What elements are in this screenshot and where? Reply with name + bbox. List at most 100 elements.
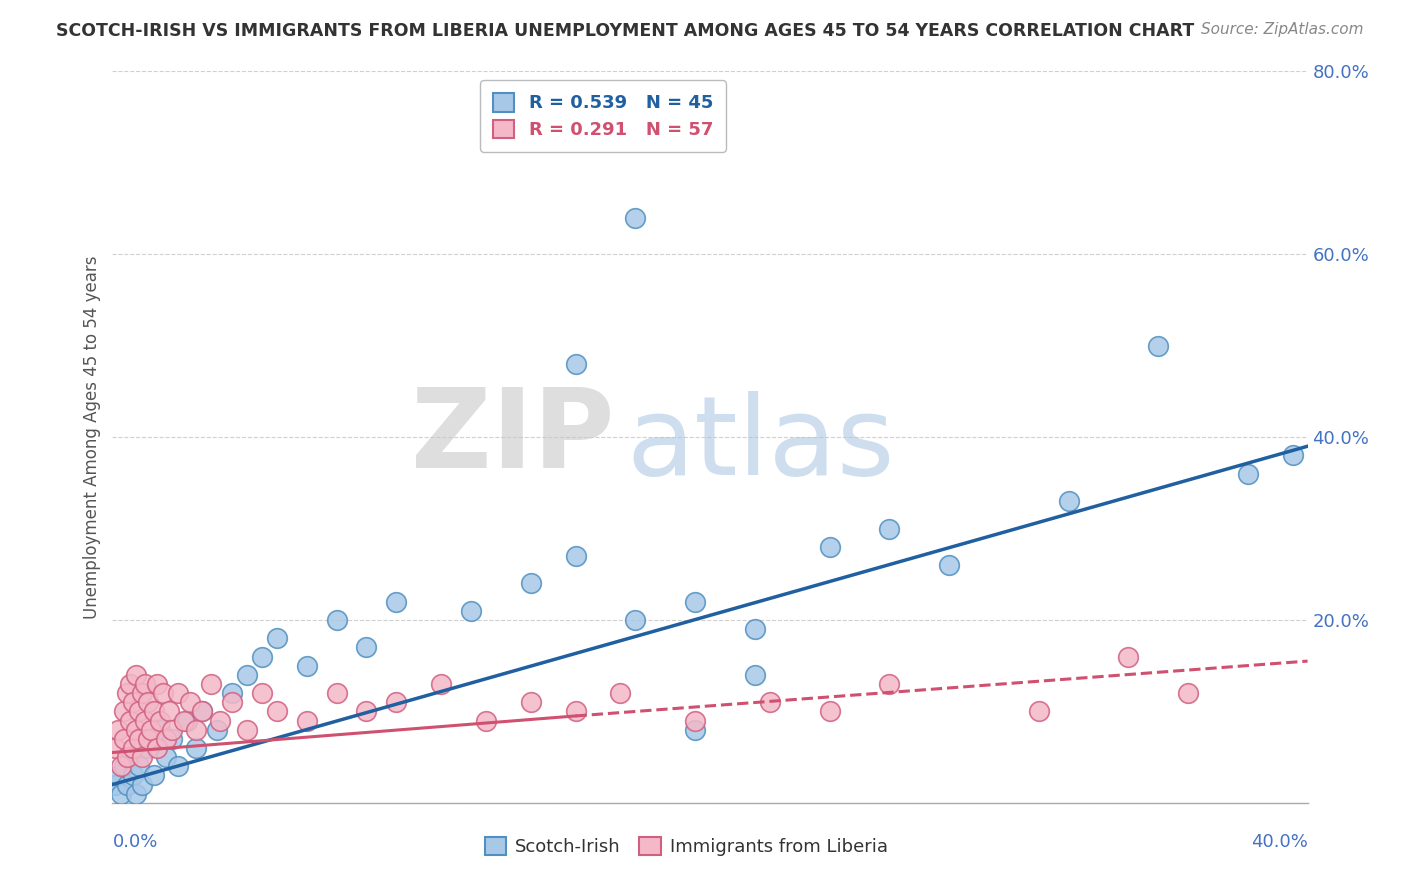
Point [117, 750, 139, 764]
Point [122, 695, 145, 709]
Point [143, 768, 166, 782]
Point [818, 705, 841, 719]
Point [191, 705, 214, 719]
Point [104, 740, 127, 755]
Point [162, 731, 183, 746]
Point [134, 677, 156, 691]
Point [295, 714, 318, 728]
Point [200, 677, 222, 691]
Point [1057, 494, 1080, 508]
Point [138, 731, 160, 746]
Point [141, 723, 163, 737]
Point [1237, 467, 1260, 481]
Point [131, 686, 153, 700]
Point [1177, 686, 1199, 700]
Point [209, 714, 232, 728]
Point [131, 778, 153, 792]
Point [236, 723, 259, 737]
Point [759, 695, 782, 709]
Point [564, 549, 586, 563]
Point [149, 723, 172, 737]
Point [110, 759, 132, 773]
Point [624, 613, 647, 627]
Text: ZIP: ZIP [411, 384, 614, 491]
Point [120, 750, 142, 764]
Text: atlas: atlas [627, 391, 894, 498]
Point [155, 731, 177, 746]
Text: 40.0%: 40.0% [1251, 833, 1308, 851]
Point [221, 695, 243, 709]
Point [120, 714, 142, 728]
Point [122, 740, 145, 755]
Point [683, 714, 706, 728]
Point [1118, 649, 1140, 664]
Point [325, 686, 347, 700]
Point [938, 558, 960, 573]
Point [266, 632, 288, 646]
Point [295, 658, 318, 673]
Point [356, 640, 378, 655]
Point [385, 594, 408, 608]
Point [879, 521, 901, 535]
Point [221, 686, 243, 700]
Point [162, 723, 183, 737]
Text: 0.0%: 0.0% [112, 833, 157, 851]
Point [475, 714, 498, 728]
Point [167, 686, 190, 700]
Point [520, 695, 543, 709]
Point [107, 723, 129, 737]
Point [107, 768, 129, 782]
Point [138, 695, 160, 709]
Point [157, 705, 180, 719]
Point [125, 723, 148, 737]
Point [385, 695, 408, 709]
Point [818, 540, 841, 554]
Point [430, 677, 453, 691]
Point [110, 787, 132, 801]
Point [117, 686, 139, 700]
Point [1028, 705, 1050, 719]
Y-axis label: Unemployment Among Ages 45 to 54 years: Unemployment Among Ages 45 to 54 years [83, 255, 101, 619]
Point [179, 695, 201, 709]
Point [186, 740, 208, 755]
Point [146, 677, 169, 691]
Point [564, 705, 586, 719]
Text: Source: ZipAtlas.com: Source: ZipAtlas.com [1201, 22, 1364, 37]
Point [149, 714, 172, 728]
Point [152, 686, 174, 700]
Point [138, 740, 160, 755]
Point [114, 731, 135, 746]
Point [167, 759, 190, 773]
Point [134, 714, 156, 728]
Point [520, 576, 543, 591]
Point [624, 211, 647, 225]
Point [609, 686, 631, 700]
Point [122, 768, 145, 782]
Point [250, 649, 273, 664]
Point [460, 604, 482, 618]
Point [128, 731, 150, 746]
Point [266, 705, 288, 719]
Point [128, 705, 150, 719]
Text: SCOTCH-IRISH VS IMMIGRANTS FROM LIBERIA UNEMPLOYMENT AMONG AGES 45 TO 54 YEARS C: SCOTCH-IRISH VS IMMIGRANTS FROM LIBERIA … [56, 22, 1195, 40]
Point [186, 723, 208, 737]
Point [155, 750, 177, 764]
Point [356, 705, 378, 719]
Point [683, 723, 706, 737]
Point [744, 667, 766, 681]
Point [191, 705, 214, 719]
Point [564, 357, 586, 371]
Point [744, 622, 766, 636]
Point [117, 778, 139, 792]
Point [125, 787, 148, 801]
Point [143, 705, 166, 719]
Point [104, 778, 127, 792]
Point [131, 750, 153, 764]
Point [125, 667, 148, 681]
Point [205, 723, 228, 737]
Point [120, 677, 142, 691]
Point [176, 714, 198, 728]
Point [173, 714, 195, 728]
Point [250, 686, 273, 700]
Point [1147, 338, 1170, 352]
